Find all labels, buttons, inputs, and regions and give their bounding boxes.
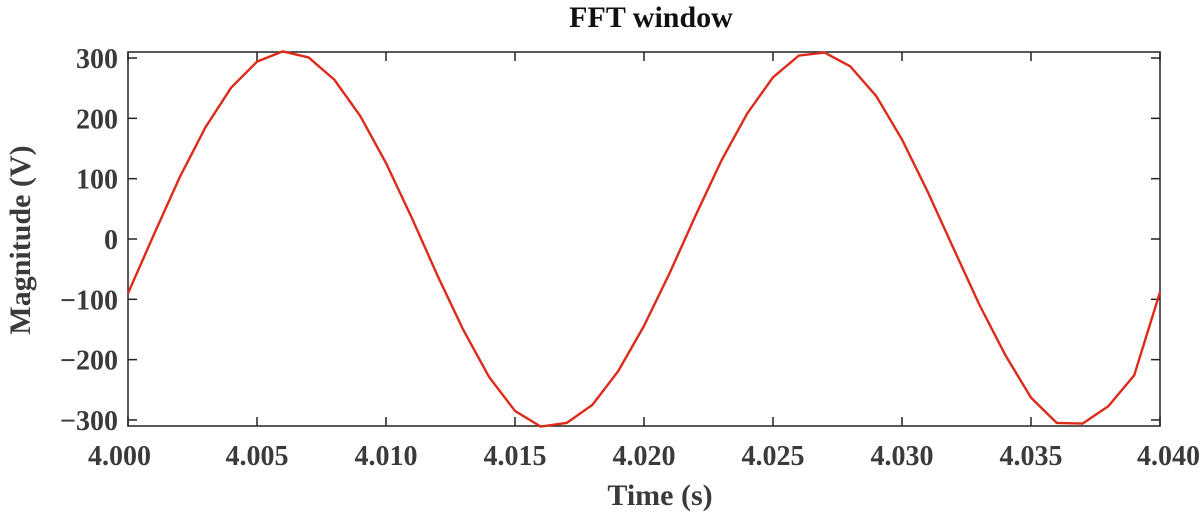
x-tick-label: 4.035: [1000, 441, 1063, 472]
plot-area: [127, 51, 1161, 427]
y-tick-label: 200: [76, 104, 118, 135]
y-axis: 300 200 100 0 −100 −200 −300: [60, 44, 1160, 437]
x-tick-label: 4.030: [871, 441, 934, 472]
y-tick-label: 100: [76, 165, 118, 196]
y-axis-label: Magnitude (V): [4, 145, 37, 334]
y-tick-label: 0: [104, 225, 118, 256]
y-tick-label: 300: [76, 44, 118, 75]
series-line: [126, 50, 1162, 428]
y-tick-label: −300: [60, 406, 118, 437]
x-tick-label: 4.040: [1137, 441, 1200, 472]
x-tick-label: 4.000: [88, 441, 151, 472]
x-tick-label: 4.015: [484, 441, 547, 472]
x-axis: 4.000 4.005 4.010 4.015 4.020 4.025 4.030 4.035…: [88, 52, 1200, 472]
x-tick-label: 4.020: [613, 441, 676, 472]
y-tick-label: −200: [60, 346, 118, 377]
y-tick-label: −100: [60, 285, 118, 316]
x-tick-label: 4.010: [355, 441, 418, 472]
x-tick-label: 4.025: [742, 441, 805, 472]
x-axis-label: Time (s): [607, 479, 712, 512]
chart-title: FFT window: [569, 1, 733, 34]
x-tick-label: 4.005: [226, 441, 289, 472]
